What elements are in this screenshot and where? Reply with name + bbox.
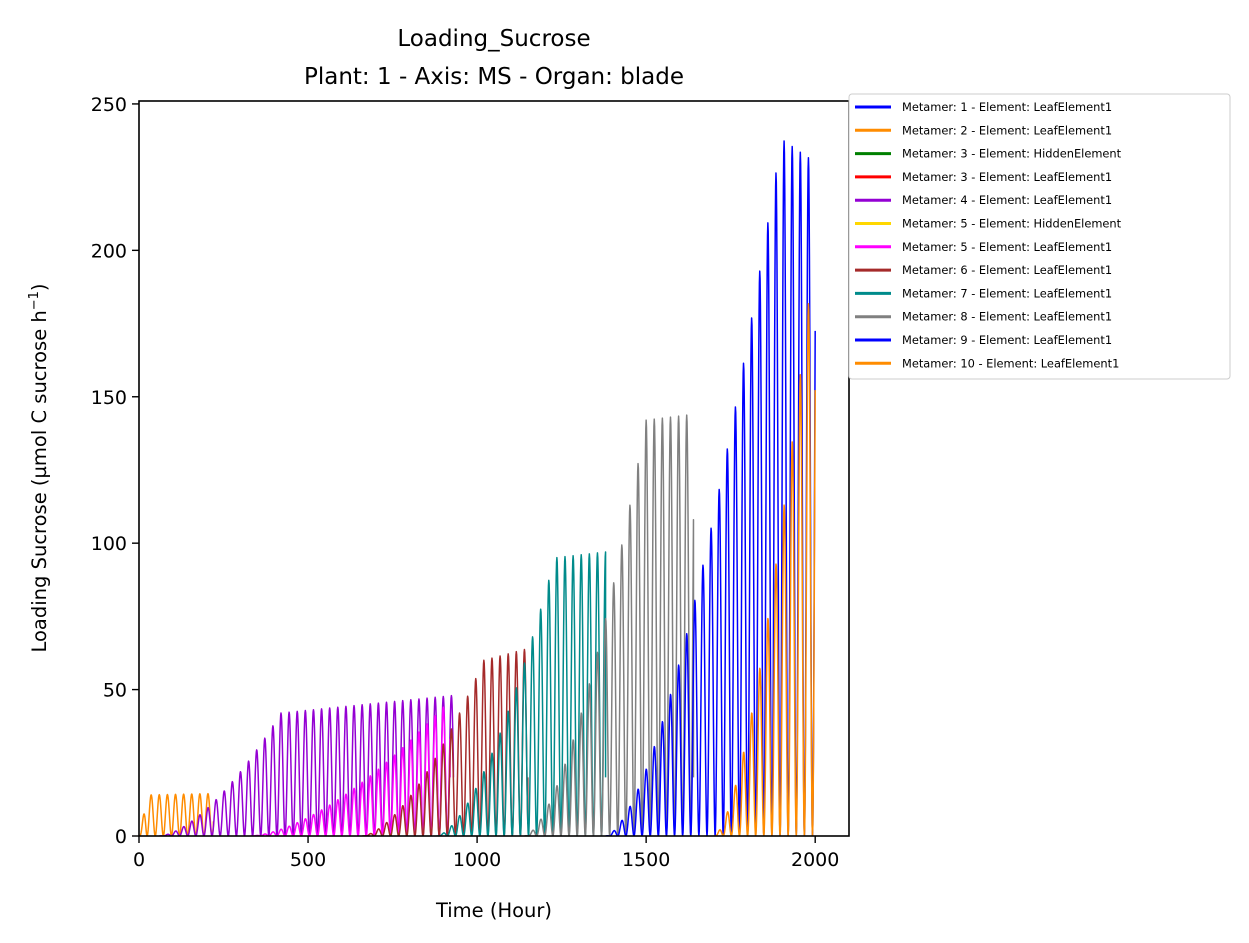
series-line-1 [139, 792, 215, 836]
legend-label-2: Metamer: 3 - Element: HiddenElement [902, 147, 1122, 161]
series-line-7 [361, 648, 529, 836]
legend-label-10: Metamer: 9 - Element: LeafElement1 [902, 333, 1112, 347]
legend-label-9: Metamer: 8 - Element: LeafElement1 [902, 310, 1112, 324]
plot-frame [138, 100, 850, 837]
legend: Metamer: 1 - Element: LeafElement1 Metame… [848, 93, 1231, 380]
x-tick-label-2: 1000 [453, 849, 501, 871]
x-tick-label-1: 500 [290, 849, 326, 871]
y-axis-label-close: ) [28, 283, 51, 291]
series-line-11 [713, 302, 816, 836]
legend-label-1: Metamer: 2 - Element: LeafElement1 [902, 123, 1112, 137]
series-line-6 [250, 706, 451, 836]
legend-label-0: Metamer: 1 - Element: LeafElement1 [902, 100, 1112, 114]
y-tick-label-2: 100 [91, 533, 127, 555]
legend-label-7: Metamer: 6 - Element: LeafElement1 [902, 263, 1112, 277]
y-axis: 0 50 100 150 200 250 [91, 94, 139, 848]
series-layer [139, 140, 816, 836]
x-tick-label-0: 0 [133, 849, 145, 871]
legend-label-3: Metamer: 3 - Element: LeafElement1 [902, 170, 1112, 184]
y-tick-label-1: 50 [103, 680, 127, 702]
y-tick-label-0: 0 [115, 826, 127, 848]
y-axis-label-sup: −1 [27, 291, 42, 310]
legend-label-11: Metamer: 10 - Element: LeafElement1 [902, 356, 1119, 370]
y-tick-label-5: 250 [91, 94, 127, 116]
legend-label-6: Metamer: 5 - Element: LeafElement1 [902, 240, 1112, 254]
y-tick-label-4: 200 [91, 240, 127, 262]
x-axis-label: Time (Hour) [435, 899, 552, 922]
y-axis-label: Loading Sucrose (µmol C sucrose h−1) [27, 283, 51, 652]
legend-box [848, 93, 1231, 380]
chart-title: Loading_Sucrose [397, 26, 590, 52]
y-axis-label-main: Loading Sucrose (µmol C sucrose h [28, 310, 51, 652]
x-tick-label-3: 1500 [622, 849, 670, 871]
x-tick-label-4: 2000 [791, 849, 839, 871]
legend-label-4: Metamer: 4 - Element: LeafElement1 [902, 193, 1112, 207]
chart-subtitle: Plant: 1 - Axis: MS - Organ: blade [304, 64, 684, 90]
legend-label-8: Metamer: 7 - Element: LeafElement1 [902, 286, 1112, 300]
y-tick-label-3: 150 [91, 387, 127, 409]
legend-label-5: Metamer: 5 - Element: HiddenElement [902, 217, 1122, 231]
x-axis: 0 500 1000 1500 2000 [133, 836, 839, 871]
